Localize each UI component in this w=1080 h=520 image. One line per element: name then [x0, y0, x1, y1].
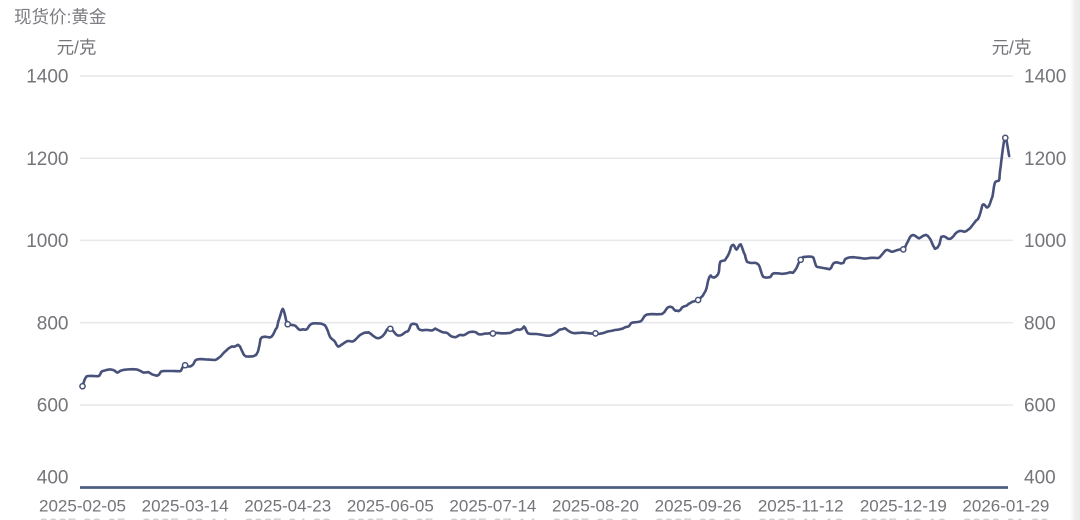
svg-text:800: 800: [37, 313, 69, 334]
svg-text:2025-06-05: 2025-06-05: [347, 497, 434, 516]
svg-text:600: 600: [1024, 396, 1056, 417]
svg-text:2025-04-23: 2025-04-23: [244, 497, 331, 516]
svg-text:1000: 1000: [1024, 231, 1066, 252]
svg-text:2025-06-05: 2025-06-05: [347, 515, 434, 520]
svg-text:1400: 1400: [26, 67, 68, 88]
svg-text:2025-04-23: 2025-04-23: [244, 515, 331, 520]
svg-text:2025-03-14: 2025-03-14: [142, 497, 229, 516]
svg-text:1200: 1200: [1024, 149, 1066, 170]
svg-text:1400: 1400: [1024, 67, 1066, 88]
svg-text:400: 400: [37, 468, 69, 489]
svg-text:2025-09-26: 2025-09-26: [655, 515, 742, 520]
svg-text:元/克: 元/克: [992, 38, 1032, 58]
svg-text:2025-08-20: 2025-08-20: [552, 497, 639, 516]
svg-text:2025-09-26: 2025-09-26: [655, 497, 742, 516]
svg-text:2025-03-14: 2025-03-14: [142, 515, 229, 520]
svg-text:2025-07-14: 2025-07-14: [449, 497, 536, 516]
svg-text:2025-12-19: 2025-12-19: [860, 515, 947, 520]
svg-text:2025-02-05: 2025-02-05: [39, 515, 126, 520]
svg-text:2026-01-29: 2026-01-29: [962, 497, 1049, 516]
svg-text:800: 800: [1024, 313, 1056, 334]
svg-text:2025-11-12: 2025-11-12: [758, 497, 844, 516]
svg-text:400: 400: [1024, 468, 1056, 489]
svg-text:2026-01-29: 2026-01-29: [962, 515, 1049, 520]
svg-text:2025-07-14: 2025-07-14: [449, 515, 536, 520]
svg-text:1000: 1000: [26, 231, 68, 252]
svg-text:2025-12-19: 2025-12-19: [860, 497, 947, 516]
svg-text:现货价:黄金: 现货价:黄金: [14, 7, 106, 27]
svg-text:600: 600: [37, 396, 69, 417]
svg-text:2025-11-12: 2025-11-12: [758, 515, 844, 520]
svg-text:2025-02-05: 2025-02-05: [39, 497, 126, 516]
svg-text:2025-08-20: 2025-08-20: [552, 515, 639, 520]
svg-text:元/克: 元/克: [57, 38, 97, 58]
svg-text:1200: 1200: [26, 149, 68, 170]
